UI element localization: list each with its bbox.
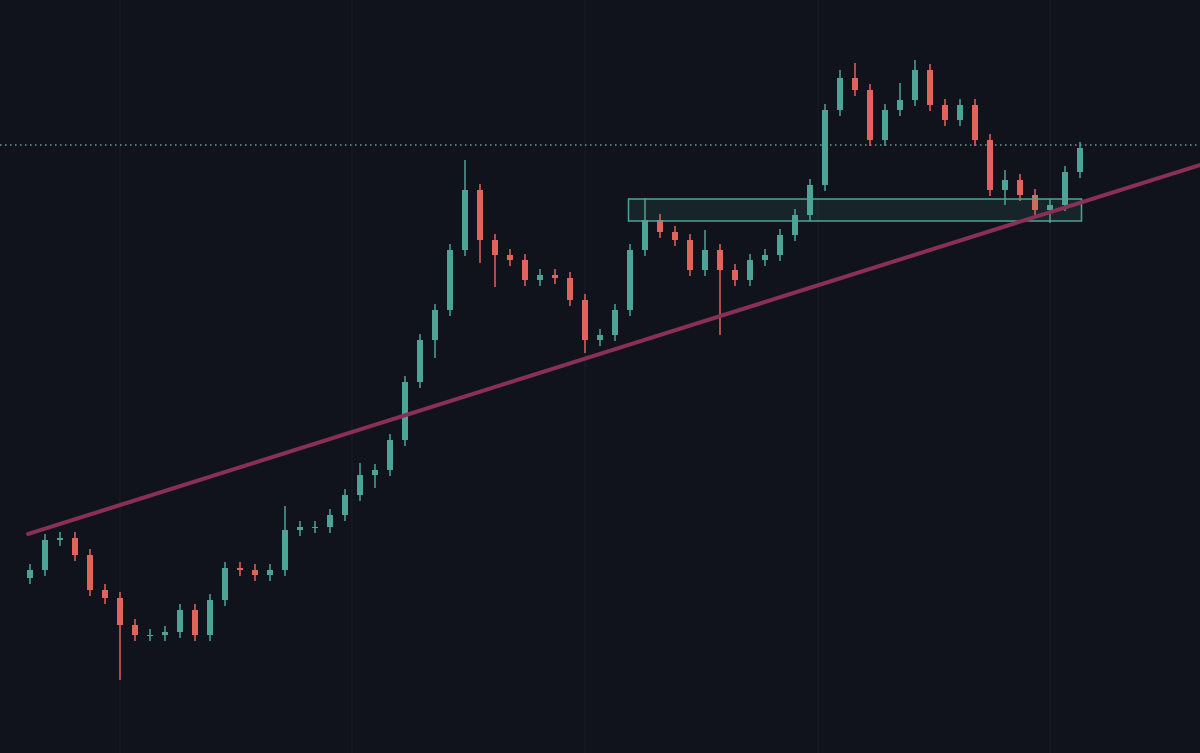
candle-body (147, 635, 153, 636)
candle-body (822, 110, 828, 185)
candle-body (1002, 180, 1008, 190)
candle-body (942, 105, 948, 120)
candle-body (597, 335, 603, 340)
candle-body (882, 110, 888, 140)
candle-body (27, 570, 33, 578)
candle-body (462, 190, 468, 250)
candle-body (387, 440, 393, 470)
candle-body (477, 190, 483, 240)
candle-body (447, 250, 453, 310)
candle-body (192, 610, 198, 635)
candle-body (1077, 148, 1083, 172)
candle-body (837, 78, 843, 110)
candle-body (897, 100, 903, 110)
candle-body (282, 530, 288, 570)
candle-body (312, 527, 318, 528)
candle-body (657, 220, 663, 232)
candle-body (162, 632, 168, 635)
candle-body (267, 570, 273, 575)
candle-body (57, 538, 63, 540)
candle-body (327, 515, 333, 527)
candle-body (1017, 180, 1023, 195)
candle-body (912, 70, 918, 100)
candle-body (867, 90, 873, 140)
candle-body (1032, 195, 1038, 210)
candle-body (72, 538, 78, 555)
candle-body (702, 250, 708, 270)
candle-body (207, 600, 213, 635)
candle-body (372, 470, 378, 475)
candle-body (342, 495, 348, 515)
candle-body (612, 310, 618, 335)
candle-body (807, 185, 813, 215)
candle-body (507, 255, 513, 260)
candle-body (42, 540, 48, 570)
candle-body (357, 475, 363, 495)
candle-body (117, 598, 123, 625)
candle-body (417, 340, 423, 382)
candle-body (987, 140, 993, 190)
candle-body (747, 260, 753, 280)
zone (627, 198, 1083, 222)
candle-body (1047, 205, 1053, 210)
candle-body (177, 610, 183, 632)
candle-body (642, 220, 648, 250)
candle-body (1062, 172, 1068, 205)
candle-body (402, 382, 408, 440)
candle-body (537, 275, 543, 280)
candle-body (237, 568, 243, 570)
candle-body (522, 260, 528, 280)
candle-body (627, 250, 633, 310)
candle-body (732, 270, 738, 280)
candle-body (432, 310, 438, 340)
candle-body (792, 215, 798, 235)
candle-body (492, 240, 498, 255)
candle-body (582, 300, 588, 340)
candle-body (852, 78, 858, 90)
candle-body (762, 255, 768, 260)
candle-body (972, 105, 978, 140)
trendline (26, 163, 1200, 536)
candle-body (252, 570, 258, 575)
candle-body (132, 625, 138, 635)
candle-body (102, 590, 108, 598)
candle-body (957, 105, 963, 120)
candle-body (567, 278, 573, 300)
candle-body (87, 555, 93, 590)
candle-body (552, 275, 558, 278)
candle-body (777, 235, 783, 255)
candle-body (672, 232, 678, 240)
candle-body (927, 70, 933, 105)
candle-body (687, 240, 693, 270)
candle-body (222, 568, 228, 600)
candle-body (297, 527, 303, 530)
candle-body (717, 250, 723, 270)
